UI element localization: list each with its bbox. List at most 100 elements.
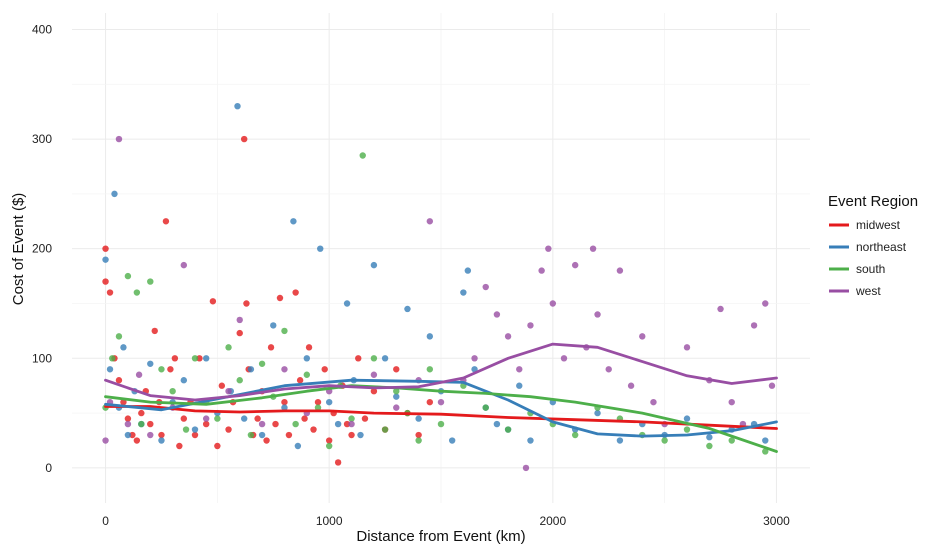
data-point-midwest	[115, 377, 123, 384]
data-point-midwest	[348, 431, 355, 439]
data-point-midwest	[241, 135, 248, 143]
data-point-midwest	[133, 437, 141, 444]
data-point-west	[370, 371, 378, 378]
data-point-south	[169, 387, 176, 395]
data-point-midwest	[191, 431, 199, 439]
data-point-west	[471, 355, 478, 362]
data-point-south	[415, 437, 422, 444]
data-point-south	[214, 415, 221, 422]
data-point-midwest	[334, 459, 342, 466]
data-point-midwest	[138, 409, 145, 417]
data-point-northeast	[241, 415, 248, 422]
data-point-south	[359, 152, 366, 159]
data-point-west	[750, 322, 758, 329]
data-point-west	[589, 245, 597, 252]
data-point-south	[683, 426, 691, 433]
x-tick-label: 3000	[763, 514, 790, 528]
data-point-south	[381, 426, 389, 433]
data-point-northeast	[234, 102, 241, 110]
data-point-west	[650, 398, 657, 406]
data-point-south	[182, 426, 190, 433]
data-point-west	[426, 218, 434, 225]
data-point-northeast	[191, 426, 199, 433]
data-point-midwest	[325, 437, 333, 444]
data-point-northeast	[120, 344, 127, 351]
data-point-midwest	[196, 355, 203, 362]
data-point-midwest	[301, 415, 308, 422]
data-point-northeast	[464, 267, 472, 274]
data-point-south	[482, 404, 489, 411]
x-axis-title: Distance from Event (km)	[356, 528, 525, 545]
data-point-northeast	[247, 366, 255, 373]
data-point-west	[493, 311, 501, 318]
data-point-midwest	[102, 245, 109, 252]
data-point-south	[661, 437, 668, 444]
data-point-south	[348, 415, 355, 422]
data-point-south	[393, 387, 400, 395]
data-point-midwest	[147, 420, 154, 428]
data-point-west	[627, 382, 635, 389]
data-point-south	[138, 420, 145, 428]
data-point-midwest	[281, 398, 288, 406]
data-point-midwest	[267, 344, 275, 351]
data-point-midwest	[296, 377, 304, 384]
data-point-south	[247, 431, 255, 439]
data-point-west	[605, 366, 612, 373]
data-point-northeast	[334, 420, 342, 428]
data-point-west	[124, 420, 132, 428]
data-point-south	[191, 355, 199, 362]
legend-label-northeast: northeast	[856, 240, 907, 254]
data-point-midwest	[151, 327, 158, 335]
data-point-midwest	[236, 329, 243, 337]
data-point-northeast	[594, 409, 601, 417]
data-point-west	[594, 311, 601, 318]
data-point-midwest	[158, 431, 165, 439]
data-point-midwest	[276, 294, 284, 302]
data-point-northeast	[106, 366, 114, 373]
trend-line-south	[104, 384, 778, 453]
data-point-west	[560, 355, 568, 362]
data-point-midwest	[176, 442, 183, 450]
data-point-west	[538, 267, 545, 274]
data-point-south	[292, 420, 299, 428]
data-point-west	[728, 398, 735, 406]
data-point-midwest	[124, 415, 132, 422]
data-point-midwest	[167, 366, 174, 373]
data-point-south	[124, 272, 132, 280]
data-point-midwest	[243, 300, 250, 307]
data-point-midwest	[272, 420, 279, 428]
trend-line-midwest	[104, 405, 778, 430]
data-point-northeast	[762, 437, 769, 444]
data-point-midwest	[310, 426, 317, 433]
data-point-midwest	[162, 218, 170, 225]
data-point-west	[348, 420, 355, 428]
data-point-midwest	[171, 355, 179, 362]
data-point-midwest	[263, 437, 270, 444]
data-point-northeast	[370, 261, 378, 269]
legend-items: midwest northeast south west	[829, 218, 907, 298]
data-point-south	[504, 426, 512, 433]
data-point-northeast	[493, 420, 501, 428]
data-point-midwest	[415, 431, 422, 439]
data-point-west	[545, 245, 552, 252]
data-point-northeast	[381, 355, 389, 362]
x-tick-label: 0	[102, 514, 109, 528]
data-point-midwest	[214, 442, 221, 450]
data-point-west	[180, 261, 188, 269]
data-point-northeast	[527, 437, 534, 444]
data-point-northeast	[294, 442, 302, 450]
x-tick-label: 2000	[539, 514, 566, 528]
trend-line-west	[104, 342, 778, 402]
data-point-northeast	[706, 434, 713, 441]
data-point-west	[639, 333, 646, 340]
data-points	[102, 102, 776, 472]
data-point-west	[135, 371, 143, 378]
data-point-northeast	[616, 437, 624, 444]
x-tick-label: 1000	[316, 514, 343, 528]
legend-label-south: south	[856, 262, 885, 276]
legend-label-midwest: midwest	[856, 218, 901, 232]
data-point-midwest	[180, 415, 188, 422]
data-point-west	[102, 437, 109, 444]
data-point-west	[437, 398, 445, 406]
data-point-midwest	[314, 398, 322, 406]
